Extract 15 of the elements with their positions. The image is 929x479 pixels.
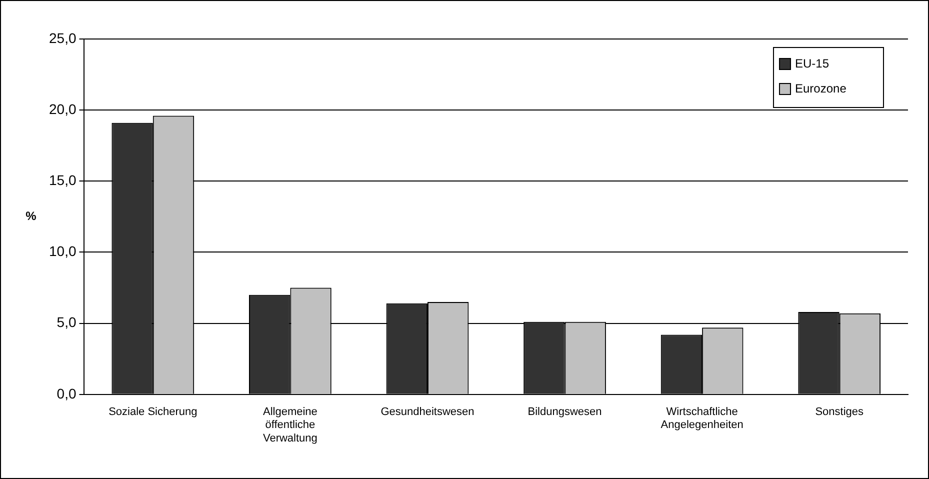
y-tick-label: 5,0: [56, 314, 76, 330]
x-tick-label: Sonstiges: [815, 406, 864, 418]
y-axis-title: %: [26, 209, 37, 224]
legend-label: EU-15: [795, 56, 830, 70]
x-tick-label: Wirtschaftliche Angelegenheiten: [660, 406, 744, 432]
y-tick-label: 25,0: [49, 30, 76, 46]
legend-label: Eurozone: [795, 81, 847, 96]
x-tick-label: Gesundheitswesen: [380, 406, 474, 418]
y-tick-label: 0,0: [56, 385, 76, 402]
x-tick-label: Allgemeine öffentliche Verwaltung: [262, 406, 318, 444]
x-tick-label: Bildungswesen: [528, 406, 602, 418]
x-tick-label: Soziale Sicherung: [108, 406, 198, 418]
y-tick-label: 10,0: [49, 243, 76, 260]
y-tick-label: 15,0: [49, 172, 76, 188]
y-tick-label: 20,0: [49, 100, 76, 117]
